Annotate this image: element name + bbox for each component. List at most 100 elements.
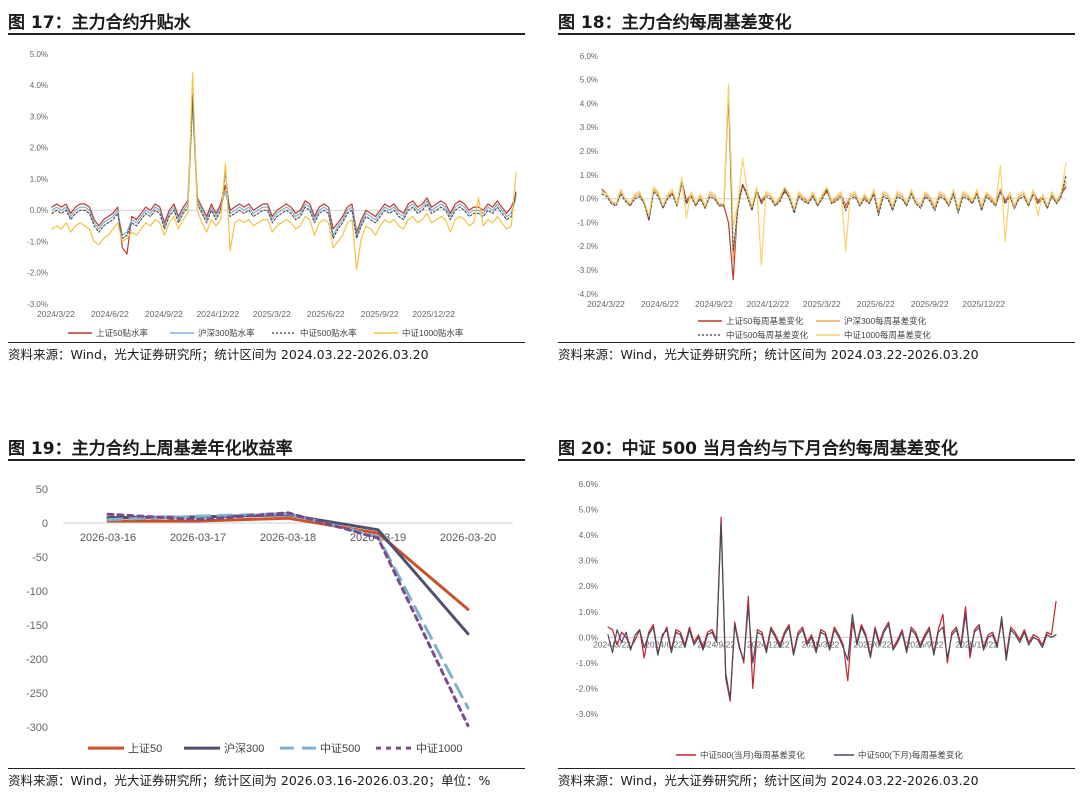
y-tick-label: -200 <box>26 654 48 666</box>
y-tick-label: 1.0% <box>30 175 48 184</box>
series-line <box>51 103 517 236</box>
y-tick-label: -50 <box>32 552 48 564</box>
csi500-basis-chart: 6.0% 5.0% 4.0% 3.0% 2.0% 1.0% 0.0% -1.0% -2.0% -3… <box>576 479 1057 760</box>
legend-label: 上证50每周基差变化 <box>726 316 804 326</box>
x-tick-label: 2025/3/22 <box>253 309 291 319</box>
legend-label: 中证500(当月)每周基差变化 <box>700 750 805 760</box>
chart-title: 图 20：中证 500 当月合约与下月合约每周基差变化 <box>558 439 958 459</box>
y-tick-label: 5.0% <box>580 76 598 85</box>
y-tick-label: 6.0% <box>579 479 599 489</box>
x-tick-label: 2024/6/22 <box>91 309 129 319</box>
legend-label: 沪深300 <box>224 741 264 755</box>
y-tick-label: 0.0% <box>30 206 48 215</box>
legend-label: 中证1000每周基差变化 <box>844 330 931 340</box>
annualized-return-chart: 50 0 -50 -100 -150 -200 -250 -300 2026-03-16 2026… <box>26 484 513 755</box>
source-rule <box>8 342 525 343</box>
title-rule <box>8 33 525 35</box>
y-tick-label: -250 <box>26 688 48 700</box>
y-tick-label: -2.0% <box>577 242 598 251</box>
chart-title: 图 19：主力合约上周基差年化收益率 <box>8 439 293 459</box>
y-tick-label: -2.0% <box>27 269 48 278</box>
y-tick-label: 2.0% <box>30 144 48 153</box>
y-tick-label: -4.0% <box>577 290 598 299</box>
y-tick-label: -150 <box>26 620 48 632</box>
y-tick-label: 1.0% <box>579 607 599 617</box>
y-tick-label: -1.0% <box>27 237 48 246</box>
legend-label: 沪深300每周基差变化 <box>844 316 927 326</box>
x-tick-label: 2025/6/22 <box>307 309 345 319</box>
series-line <box>106 511 470 728</box>
legend-label: 中证1000贴水率 <box>402 328 464 338</box>
source-note: 资料来源：Wind，光大证券研究所；统计区间为 2024.03.22-2026.… <box>8 347 429 362</box>
y-tick-label: -1.0% <box>577 218 598 227</box>
y-tick-label: 2.0% <box>580 147 598 156</box>
x-tick-label: 2024/6/22 <box>641 299 679 309</box>
premium-chart: 5.0%4.0%3.0%2.0%1.0%0.0%-1.0%-2.0%-3.0%2… <box>27 50 517 338</box>
y-tick-label: 50 <box>36 484 48 496</box>
y-tick-label: 0.0% <box>580 195 598 204</box>
y-tick-label: 6.0% <box>580 52 598 61</box>
source-note: 资料来源：Wind，光大证券研究所；统计区间为 2024.03.22-2026.… <box>558 347 979 362</box>
title-rule <box>558 33 1075 35</box>
y-tick-label: -100 <box>26 586 48 598</box>
x-tick-label: 2024/9/22 <box>697 639 735 649</box>
panel-annualized-return: 图 19：主力合约上周基差年化收益率 50 0 -50 -100 -150 -200 -25… <box>8 434 525 794</box>
x-tick-label: 2024/9/22 <box>695 299 733 309</box>
y-tick-label: 0 <box>42 518 48 530</box>
y-tick-label: -3.0% <box>27 300 48 309</box>
series-line <box>601 88 1067 252</box>
x-tick-label: 2024/3/22 <box>593 639 631 649</box>
x-tick-label: 2026-03-20 <box>440 532 496 544</box>
y-tick-label: 4.0% <box>30 81 48 90</box>
x-tick-label: 2024/6/22 <box>645 639 683 649</box>
y-tick-label: 4.0% <box>579 530 599 540</box>
panel-premium: 图 17：主力合约升贴水 5.0% 4.0% 3.0% 2.0% 1.0% 0.0% -1.… <box>8 8 525 368</box>
x-tick-label: 2024/3/22 <box>37 309 75 319</box>
legend-label: 上证50 <box>128 742 162 755</box>
x-tick-label: 2024/9/22 <box>145 309 183 319</box>
x-tick-label: 2026-03-17 <box>170 532 226 544</box>
x-tick-label: 2025/12/22 <box>962 299 1005 309</box>
y-tick-label: 4.0% <box>580 99 598 108</box>
series-line <box>601 83 1067 266</box>
source-note: 资料来源：Wind，光大证券研究所；统计区间为 2026.03.16-2026.… <box>8 773 491 788</box>
chart-title: 图 18：主力合约每周基差变化 <box>558 13 792 33</box>
y-tick-label: 3.0% <box>30 112 48 121</box>
legend-label: 中证1000 <box>416 742 462 755</box>
x-tick-label: 2025/9/22 <box>361 309 399 319</box>
source-rule <box>558 342 1075 343</box>
y-tick-label: 5.0% <box>30 50 48 59</box>
x-tick-label: 2025/6/22 <box>857 299 895 309</box>
series-line <box>51 97 517 239</box>
y-tick-label: -2.0% <box>576 683 599 693</box>
source-rule <box>558 768 1075 769</box>
source-note: 资料来源：Wind，光大证券研究所；统计区间为 2024.03.22-2026.… <box>558 773 979 788</box>
y-tick-label: 3.0% <box>580 123 598 132</box>
legend-label: 中证500贴水率 <box>300 328 357 338</box>
legend-label: 中证500每周基差变化 <box>726 330 809 340</box>
y-tick-label: 1.0% <box>580 171 598 180</box>
x-tick-label: 2025/9/22 <box>906 639 944 649</box>
chart-title: 图 17：主力合约升贴水 <box>8 13 191 33</box>
x-tick-label: 2024/12/22 <box>197 309 240 319</box>
legend-label: 中证500 <box>320 742 360 755</box>
weekly-basis-chart: 6.0% 5.0% 4.0% 3.0% 2.0% 1.0% 0.0% -1.0% -2.0% -3… <box>577 52 1067 340</box>
y-tick-label: 3.0% <box>579 556 599 566</box>
series-line <box>106 516 470 611</box>
series-line <box>601 95 1067 262</box>
x-tick-label: 2025/3/22 <box>801 639 839 649</box>
source-rule <box>8 768 525 769</box>
y-tick-label: 2.0% <box>579 581 599 591</box>
y-tick-label: 0.0% <box>579 632 599 642</box>
series-line <box>607 521 1057 700</box>
x-tick-label: 2024/3/22 <box>587 299 625 309</box>
panel-weekly-basis: 图 18：主力合约每周基差变化 6.0% 5.0% 4.0% 3.0% 2.0% 1.0%… <box>558 8 1075 368</box>
x-tick-label: 2025/12/22 <box>412 309 455 319</box>
x-tick-label: 2026-03-16 <box>80 532 136 544</box>
y-tick-label: 5.0% <box>579 505 599 515</box>
legend-label: 中证500(下月)每周基差变化 <box>858 750 963 760</box>
y-tick-label: -300 <box>26 722 48 734</box>
x-tick-label: 2026-03-18 <box>260 532 316 544</box>
y-tick-label: -1.0% <box>576 658 599 668</box>
series-line <box>607 516 1057 702</box>
